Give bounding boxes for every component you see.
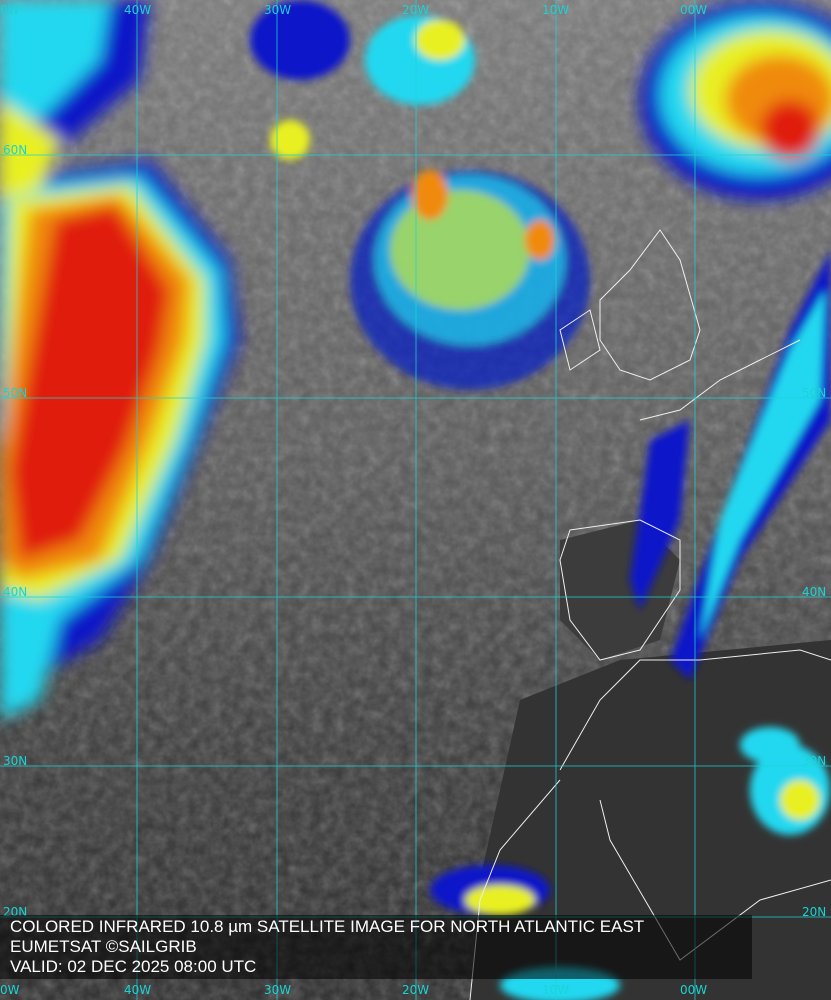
lat-label-right: 20N <box>802 905 827 919</box>
lon-label-bottom: 30W <box>264 983 292 997</box>
lat-label-left: 30N <box>3 754 28 768</box>
lat-label-left: 60N <box>3 143 28 157</box>
lon-label-bottom: 0W <box>0 983 20 997</box>
lon-label-top: 00W <box>680 3 708 17</box>
central-low-clouds <box>250 0 590 390</box>
lon-label-top: 10W <box>542 3 570 17</box>
lon-label-bottom: 10W <box>542 983 570 997</box>
lon-label-top: 40W <box>124 3 152 17</box>
western-storm-system <box>0 0 240 720</box>
lon-label-top: 20W <box>402 3 430 17</box>
lat-label-right: 30N <box>802 754 827 768</box>
lon-label-bottom: 20W <box>402 983 430 997</box>
caption-title: COLORED INFRARED 10.8 µm SATELLITE IMAGE… <box>10 917 645 936</box>
caption-credit: EUMETSAT ©SAILGRIB <box>10 937 197 956</box>
caption-panel <box>0 915 752 979</box>
northeast-storm-system <box>640 0 831 200</box>
lon-label-bottom: 40W <box>124 983 152 997</box>
lat-label-right: 50N <box>802 386 827 400</box>
lon-label-bottom: 00W <box>680 983 708 997</box>
lat-label-left: 50N <box>3 386 28 400</box>
lon-label-top: 30W <box>264 3 292 17</box>
lon-label-top: 0W <box>0 3 20 17</box>
lat-label-right: 40N <box>802 585 827 599</box>
caption-valid-time: VALID: 02 DEC 2025 08:00 UTC <box>10 957 257 976</box>
africa-land <box>470 640 831 1000</box>
lat-label-left: 40N <box>3 585 28 599</box>
frontal-cloud-band <box>430 250 831 1000</box>
